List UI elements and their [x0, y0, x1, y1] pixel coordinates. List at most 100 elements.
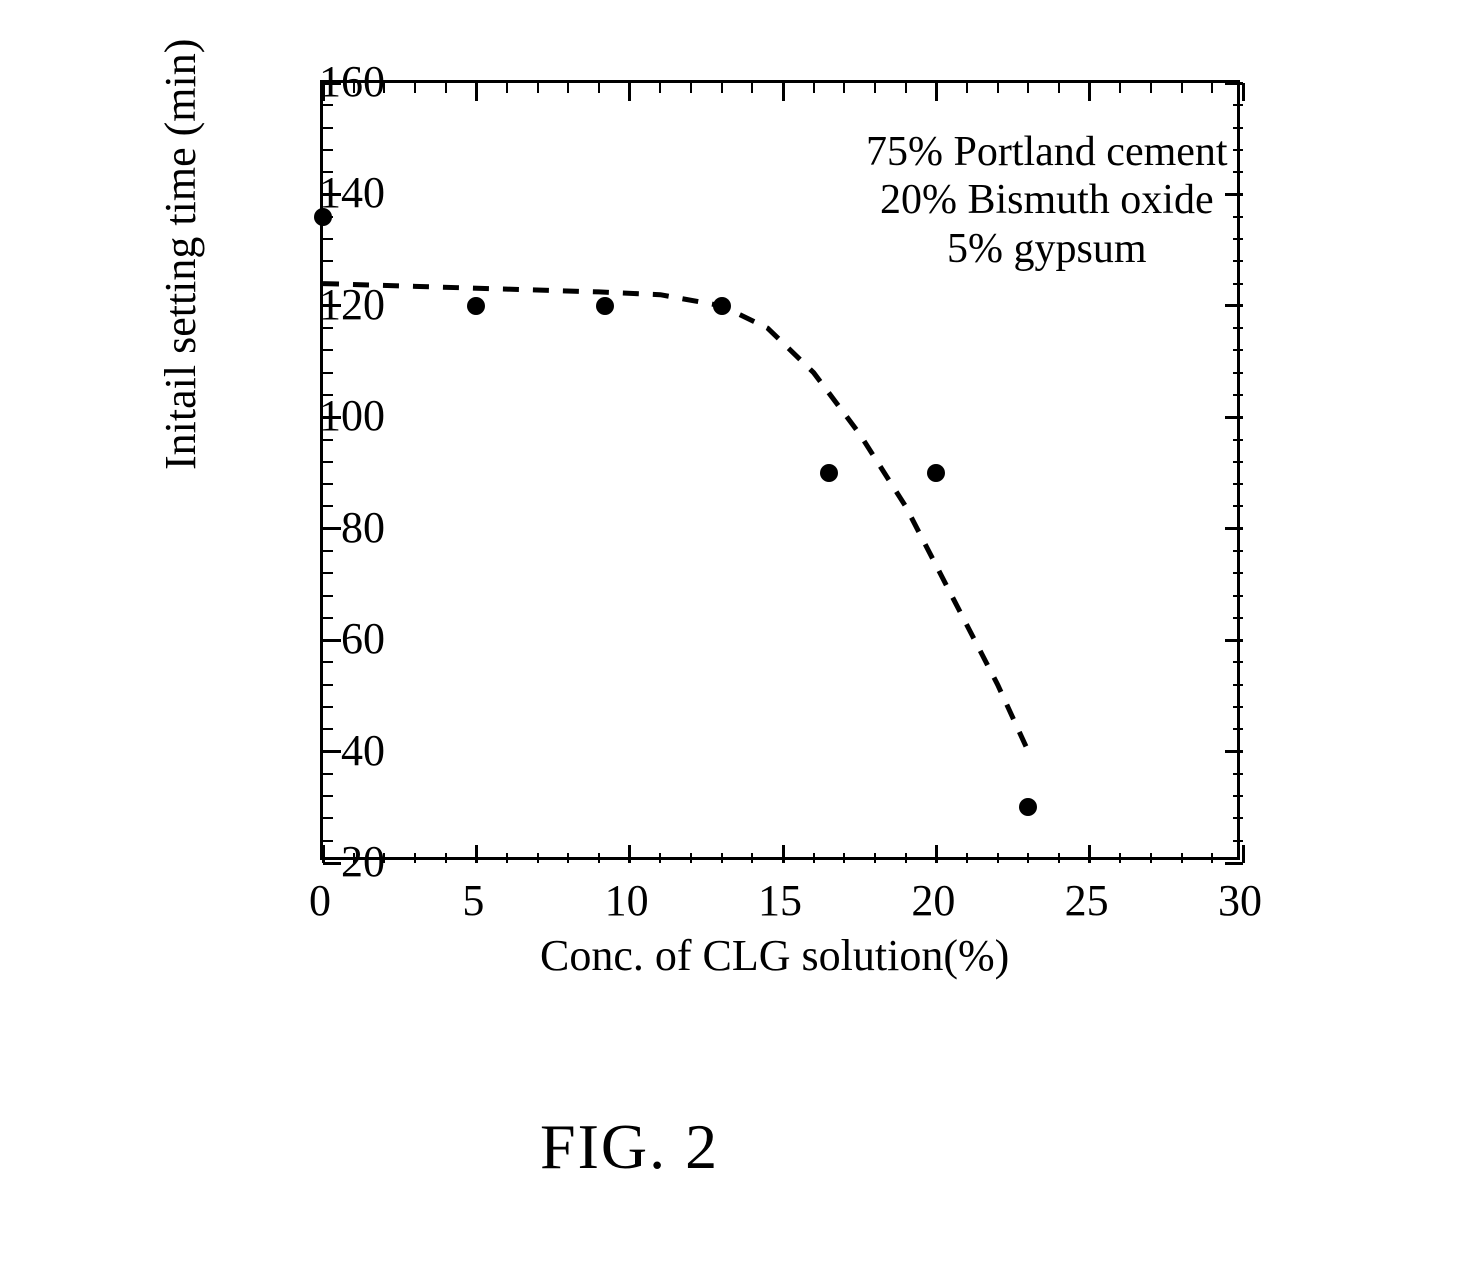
y-minor-tick [1233, 483, 1243, 485]
plot-area: 75% Portland cement 20% Bismuth oxide 5%… [320, 80, 1240, 860]
x-minor-tick [721, 83, 723, 93]
x-minor-tick [598, 853, 600, 863]
data-point [467, 297, 485, 315]
x-minor-tick [1119, 83, 1121, 93]
x-minor-tick [874, 853, 876, 863]
y-minor-tick [1233, 349, 1243, 351]
y-minor-tick [1233, 572, 1243, 574]
x-tick [782, 83, 785, 101]
x-minor-tick [751, 83, 753, 93]
x-tick-label: 25 [1057, 875, 1117, 926]
x-tick [935, 845, 938, 863]
x-tick [782, 845, 785, 863]
x-tick [1088, 83, 1091, 101]
x-tick [628, 845, 631, 863]
x-minor-tick [1150, 853, 1152, 863]
x-minor-tick [690, 853, 692, 863]
y-minor-tick [1233, 617, 1243, 619]
y-minor-tick [1233, 840, 1243, 842]
x-minor-tick [1181, 83, 1183, 93]
x-minor-tick [997, 853, 999, 863]
x-minor-tick [445, 853, 447, 863]
x-minor-tick [1027, 853, 1029, 863]
x-minor-tick [537, 853, 539, 863]
y-minor-tick [1233, 127, 1243, 129]
y-minor-tick [1233, 817, 1243, 819]
x-minor-tick [1150, 83, 1152, 93]
y-tick [1225, 750, 1243, 753]
x-minor-tick [1027, 83, 1029, 93]
chart-container: 75% Portland cement 20% Bismuth oxide 5%… [120, 50, 1320, 1050]
x-minor-tick [1119, 853, 1121, 863]
x-tick-label: 30 [1210, 875, 1270, 926]
x-minor-tick [537, 83, 539, 93]
x-minor-tick [905, 853, 907, 863]
y-minor-tick [323, 349, 333, 351]
y-minor-tick [1233, 505, 1243, 507]
y-tick-label: 60 [305, 613, 385, 664]
data-point [596, 297, 614, 315]
y-tick [1225, 304, 1243, 307]
data-point [820, 464, 838, 482]
y-tick-label: 120 [305, 279, 385, 330]
y-minor-tick [323, 372, 333, 374]
x-minor-tick [905, 83, 907, 93]
x-minor-tick [445, 83, 447, 93]
y-minor-tick [1233, 372, 1243, 374]
x-minor-tick [997, 83, 999, 93]
x-minor-tick [1181, 853, 1183, 863]
x-tick [628, 83, 631, 101]
x-minor-tick [506, 83, 508, 93]
x-minor-tick [598, 83, 600, 93]
y-tick-label: 160 [305, 56, 385, 107]
y-axis-label: Initail setting time (min) [155, 39, 206, 470]
y-minor-tick [1233, 706, 1243, 708]
y-minor-tick [323, 572, 333, 574]
x-minor-tick [690, 83, 692, 93]
y-minor-tick [323, 795, 333, 797]
x-tick [1088, 845, 1091, 863]
x-axis-label: Conc. of CLG solution(%) [540, 930, 1009, 981]
y-minor-tick [1233, 171, 1243, 173]
y-minor-tick [1233, 728, 1243, 730]
x-tick [1242, 83, 1245, 101]
y-tick [1225, 416, 1243, 419]
x-tick-label: 10 [597, 875, 657, 926]
y-minor-tick [1233, 149, 1243, 151]
y-minor-tick [1233, 595, 1243, 597]
y-tick [1225, 639, 1243, 642]
x-minor-tick [567, 83, 569, 93]
figure-label: FIG. 2 [540, 1110, 719, 1184]
y-minor-tick [1233, 216, 1243, 218]
x-minor-tick [813, 83, 815, 93]
x-minor-tick [751, 853, 753, 863]
x-minor-tick [1211, 83, 1213, 93]
y-minor-tick [1233, 394, 1243, 396]
y-tick-label: 140 [305, 167, 385, 218]
x-minor-tick [1058, 83, 1060, 93]
y-minor-tick [1233, 283, 1243, 285]
y-minor-tick [323, 684, 333, 686]
y-minor-tick [1233, 684, 1243, 686]
x-tick-label: 20 [903, 875, 963, 926]
y-minor-tick [323, 260, 333, 262]
y-tick [1225, 527, 1243, 530]
y-minor-tick [1233, 795, 1243, 797]
x-tick [475, 845, 478, 863]
x-minor-tick [1211, 853, 1213, 863]
y-minor-tick [323, 127, 333, 129]
y-minor-tick [1233, 327, 1243, 329]
x-tick-label: 0 [290, 875, 350, 926]
y-tick-label: 100 [305, 390, 385, 441]
x-minor-tick [966, 853, 968, 863]
x-minor-tick [1058, 853, 1060, 863]
legend-line-3: 5% gypsum [866, 225, 1228, 273]
y-minor-tick [323, 595, 333, 597]
x-minor-tick [414, 853, 416, 863]
x-minor-tick [813, 853, 815, 863]
y-minor-tick [323, 461, 333, 463]
x-minor-tick [659, 83, 661, 93]
y-tick-label: 80 [305, 502, 385, 553]
legend-line-1: 75% Portland cement [866, 128, 1228, 176]
x-minor-tick [567, 853, 569, 863]
